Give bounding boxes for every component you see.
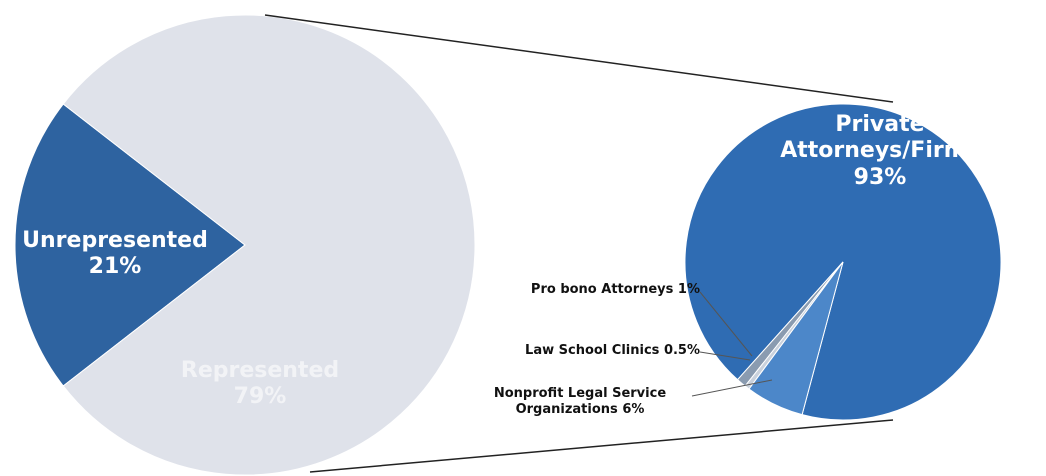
slice-label: Unrepresented 21% (0, 228, 230, 281)
slice-label: Pro bono Attorneys 1% (480, 282, 700, 298)
value-label: 79% (233, 384, 287, 410)
slice-label: Nonprofit Legal Service Organizations 6% (470, 386, 690, 417)
value-label: 1% (677, 282, 700, 297)
category-name: Represented (180, 358, 340, 383)
pie-slice (14, 103, 246, 387)
category-name: Law School Clinics (525, 343, 660, 358)
category-name: Private Attorneys/Firms (780, 112, 980, 164)
leader-line (691, 379, 773, 397)
connector (264, 14, 894, 103)
leader-line (699, 291, 753, 357)
value-label: 93% (853, 164, 907, 190)
slice-label: Law School Clinics 0.5% (460, 343, 700, 359)
pie-slice (62, 14, 476, 476)
category-name: Unrepresented (22, 228, 208, 253)
category-name: Pro bono Attorneys (530, 282, 674, 297)
value-label: 21% (88, 254, 142, 280)
slice-label: Represented 79% (160, 358, 360, 411)
leader-line (699, 351, 751, 361)
category-name: Nonprofit Legal Service Organizations (493, 386, 667, 417)
value-label: 0.5% (663, 343, 700, 358)
slice-label: Private Attorneys/Firms 93% (760, 112, 1000, 191)
connector (309, 419, 894, 473)
pie-slice (748, 261, 844, 416)
value-label: 6% (622, 401, 645, 417)
